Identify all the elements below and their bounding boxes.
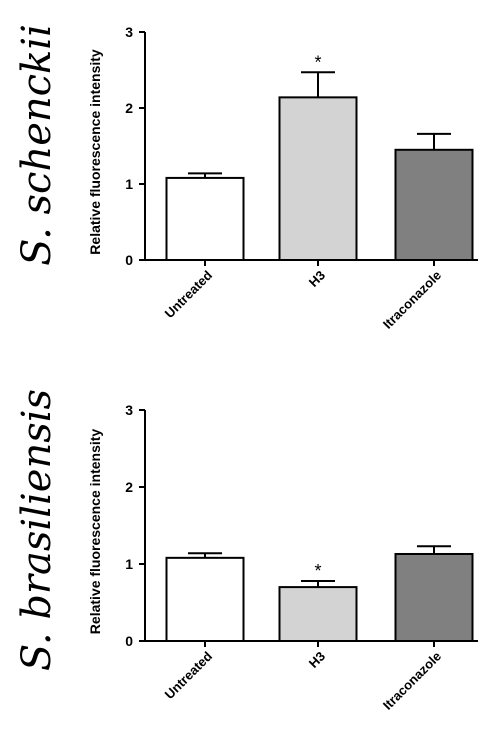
- y-tick-label: 2: [125, 479, 133, 495]
- chart-panel-2: S. brasiliensis Relative fluorescence int…: [14, 389, 478, 713]
- y-tick-label: 3: [125, 402, 133, 418]
- significance-mark: *: [314, 561, 321, 581]
- bar: [278, 586, 358, 642]
- significance-mark: *: [314, 52, 321, 72]
- bar: [278, 96, 358, 261]
- y-tick-label: 0: [125, 252, 133, 268]
- x-tick-label: H3: [306, 649, 328, 671]
- y-tick-label: 3: [125, 24, 133, 40]
- panel-title: S. schenckii: [14, 24, 60, 266]
- bar: [165, 176, 245, 261]
- y-axis-label: Relative fluorescence intensity: [87, 429, 103, 635]
- x-tick-label: H3: [306, 268, 328, 290]
- bar: [165, 556, 245, 643]
- y-axis-label: Relative fluorescence intensity: [87, 49, 103, 255]
- chart-panel-1: S. schenckii Relative fluorescence intens…: [14, 24, 478, 332]
- y-tick-label: 0: [125, 633, 133, 649]
- y-tick-label: 1: [125, 556, 133, 572]
- x-tick-label: Itraconazole: [380, 649, 444, 713]
- y-tick-label: 1: [125, 176, 133, 192]
- panel-title: S. brasiliensis: [14, 389, 60, 671]
- bar: [394, 148, 474, 261]
- x-tick-label: Itraconazole: [380, 268, 444, 332]
- y-tick-label: 2: [125, 100, 133, 116]
- bar: [394, 552, 474, 642]
- x-tick-label: Untreated: [162, 648, 216, 702]
- x-tick-label: Untreated: [162, 267, 216, 321]
